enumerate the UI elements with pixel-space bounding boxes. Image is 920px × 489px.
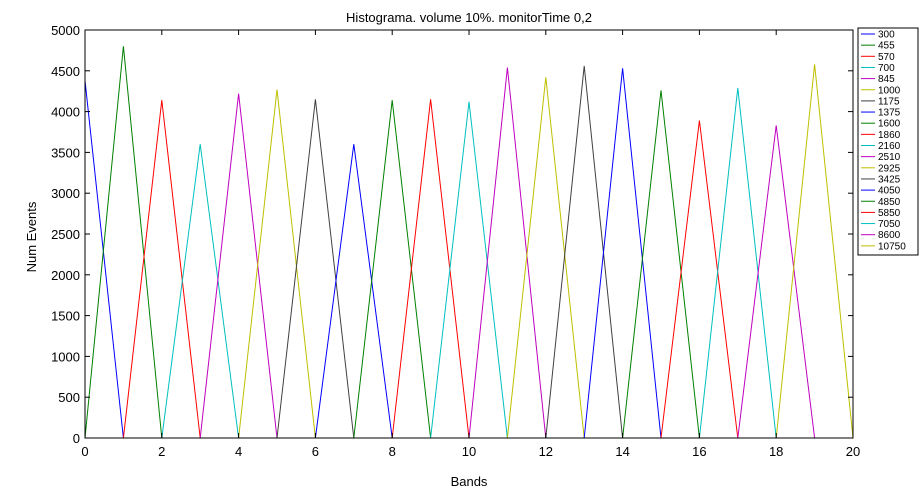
y-tick-label: 4000 xyxy=(51,105,80,120)
y-tick-label: 2000 xyxy=(51,268,80,283)
legend-label-2925: 2925 xyxy=(878,163,901,174)
legend: 3004555707008451000117513751600186021602… xyxy=(857,27,919,256)
y-tick-label: 2500 xyxy=(51,227,80,242)
y-tick-label: 4500 xyxy=(51,64,80,79)
legend-box xyxy=(857,27,919,256)
x-tick-label: 16 xyxy=(692,444,706,459)
y-tick-label: 5000 xyxy=(51,23,80,38)
y-tick-label: 1500 xyxy=(51,309,80,324)
x-tick-label: 6 xyxy=(312,444,319,459)
legend-label-7050: 7050 xyxy=(878,219,901,230)
chart-title: Histograma. volume 10%. monitorTime 0,2 xyxy=(346,10,592,25)
legend-label-1000: 1000 xyxy=(878,85,901,96)
y-tick-label: 1000 xyxy=(51,349,80,364)
legend-label-10750: 10750 xyxy=(878,241,906,252)
x-tick-label: 20 xyxy=(846,444,860,459)
axis-ticks: 0 2 4 6 8 10 12 14 16 18 20 0 500 1000 1500 2000 2500 300… xyxy=(51,23,860,459)
x-tick-label: 2 xyxy=(158,444,165,459)
x-tick-label: 12 xyxy=(539,444,553,459)
y-axis-title: Num Events xyxy=(24,201,39,272)
legend-label-1375: 1375 xyxy=(878,108,901,119)
legend-label-1860: 1860 xyxy=(878,130,901,141)
legend-label-2160: 2160 xyxy=(878,141,901,152)
legend-label-8600: 8600 xyxy=(878,230,901,241)
legend-label-570: 570 xyxy=(878,52,895,63)
y-tick-label: 500 xyxy=(58,390,80,405)
legend-label-5850: 5850 xyxy=(878,208,901,219)
legend-label-845: 845 xyxy=(878,74,895,85)
x-tick-label: 10 xyxy=(462,444,476,459)
y-tick-label: 3500 xyxy=(51,145,80,160)
x-axis-title: Bands xyxy=(451,474,488,489)
legend-label-2510: 2510 xyxy=(878,152,901,163)
legend-label-3425: 3425 xyxy=(878,174,901,185)
x-tick-label: 4 xyxy=(235,444,242,459)
legend-label-700: 700 xyxy=(878,63,895,74)
x-tick-label: 18 xyxy=(769,444,783,459)
legend-label-4050: 4050 xyxy=(878,186,901,197)
y-tick-label: 3000 xyxy=(51,186,80,201)
legend-label-300: 300 xyxy=(878,30,895,41)
legend-label-4850: 4850 xyxy=(878,197,901,208)
x-tick-label: 0 xyxy=(81,444,88,459)
x-tick-label: 8 xyxy=(389,444,396,459)
legend-label-1600: 1600 xyxy=(878,119,901,130)
legend-label-1175: 1175 xyxy=(878,96,900,107)
legend-label-455: 455 xyxy=(878,41,895,52)
y-tick-label: 0 xyxy=(73,431,80,446)
x-tick-label: 14 xyxy=(615,444,629,459)
